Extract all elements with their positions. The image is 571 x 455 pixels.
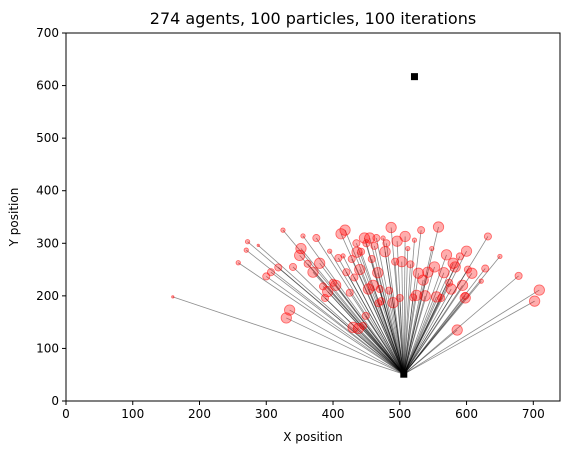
particle-point (357, 248, 364, 255)
particle-point (313, 234, 320, 241)
y-tick-label: 500 (36, 131, 59, 145)
x-tick-label: 0 (62, 407, 70, 421)
particle-point (373, 268, 383, 278)
particle-point (433, 222, 443, 232)
target-marker (411, 73, 418, 80)
particle-point (450, 262, 460, 272)
particle-point (446, 284, 456, 294)
x-tick-label: 700 (522, 407, 545, 421)
particle-point (438, 294, 445, 301)
particle-point (441, 250, 451, 260)
particle-point (418, 227, 425, 234)
plot-area (172, 73, 545, 378)
particle-point (346, 289, 353, 296)
particle-point (412, 238, 416, 242)
particle-point (301, 234, 305, 238)
y-tick-label: 0 (51, 394, 59, 408)
x-tick-label: 300 (255, 407, 278, 421)
particle-point (245, 240, 249, 244)
particle-point (420, 291, 430, 301)
particle-point (400, 231, 410, 241)
particle-point (355, 264, 365, 274)
particle-point (371, 242, 378, 249)
particle-point (482, 265, 489, 272)
particle-point (452, 325, 462, 335)
trajectory-line (404, 301, 535, 374)
particle-point (289, 263, 296, 270)
particle-point (327, 249, 331, 253)
particle-point (368, 255, 375, 262)
particle-point (359, 322, 366, 329)
particle-point (383, 240, 390, 247)
origin-marker (400, 371, 407, 378)
particle-point (330, 280, 340, 290)
x-tick-label: 400 (322, 407, 345, 421)
particle-point (467, 268, 477, 278)
y-axis-label: Y position (7, 188, 21, 248)
y-tick-label: 400 (36, 184, 59, 198)
particle-point (462, 292, 469, 299)
particle-point (534, 285, 544, 295)
series-group (172, 73, 545, 378)
plot-frame (66, 33, 560, 401)
particle-point (429, 262, 439, 272)
particle-point (529, 296, 539, 306)
particle-point (498, 254, 502, 258)
chart-title: 274 agents, 100 particles, 100 iteration… (150, 9, 476, 28)
particle-point (457, 280, 467, 290)
particle-point (396, 294, 403, 301)
x-tick-label: 500 (388, 407, 411, 421)
particle-point (362, 312, 369, 319)
particle-point (340, 225, 350, 235)
x-axis: 0 100 200 300 400 500 600 700 (62, 401, 545, 421)
particle-point (386, 222, 396, 232)
particle-point (343, 269, 350, 276)
y-axis: 0 100 200 300 400 500 600 700 (36, 26, 66, 408)
particle-point (376, 285, 383, 292)
particle-point (397, 256, 407, 266)
y-tick-label: 200 (36, 289, 59, 303)
y-tick-label: 700 (36, 26, 59, 40)
particle-point (304, 260, 311, 267)
particle-point (353, 240, 360, 247)
particle-point (430, 246, 434, 250)
particle-point (284, 305, 294, 315)
y-tick-label: 100 (36, 341, 59, 355)
particle-point (351, 274, 358, 281)
particle-point (406, 246, 410, 250)
particle-point (439, 268, 449, 278)
x-tick-label: 600 (455, 407, 478, 421)
particle-point (341, 254, 345, 258)
particle-point (314, 258, 324, 268)
particle-point (244, 248, 248, 252)
particle-point (296, 243, 306, 253)
x-axis-label: X position (283, 430, 343, 444)
particle-point (381, 236, 385, 240)
particle-point (267, 269, 274, 276)
particle-point (479, 279, 483, 283)
particle-point (375, 300, 382, 307)
particle-point (407, 261, 414, 268)
particle-point (373, 234, 380, 241)
particle-point (380, 246, 390, 256)
particle-point (257, 244, 259, 246)
x-tick-label: 100 (121, 407, 144, 421)
x-tick-label: 200 (188, 407, 211, 421)
particle-point (236, 261, 240, 265)
particle-point (308, 267, 318, 277)
particle-point (515, 272, 522, 279)
particle-point (386, 287, 393, 294)
y-tick-label: 600 (36, 79, 59, 93)
particle-point (172, 296, 174, 298)
particle-point (484, 233, 491, 240)
particle-point (275, 264, 282, 271)
particle-point (281, 228, 285, 232)
y-tick-label: 300 (36, 236, 59, 250)
particle-point (461, 246, 471, 256)
